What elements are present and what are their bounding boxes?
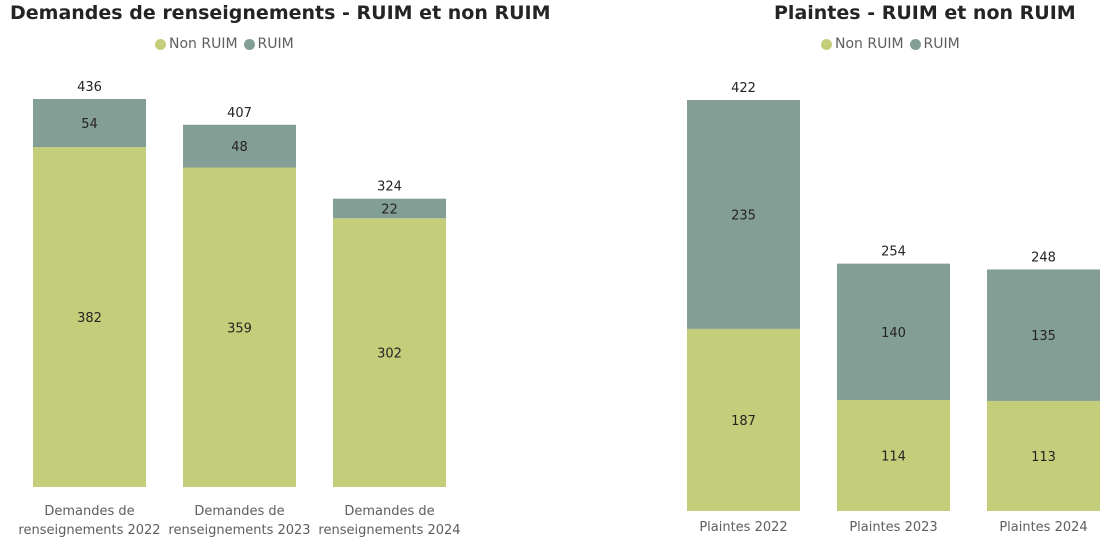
- category-label: Plaintes 2022: [699, 520, 787, 535]
- bar-segment-non-ruim[interactable]: [33, 147, 146, 487]
- bar-segment-non-ruim[interactable]: [837, 399, 950, 511]
- bar-segment-ruim[interactable]: [987, 269, 1100, 401]
- legend-label: Non RUIM: [835, 36, 904, 52]
- category-label: Demandes de: [194, 504, 284, 519]
- legend-label: RUIM: [923, 36, 960, 52]
- legend-plaintes: Non RUIM RUIM: [821, 36, 966, 52]
- data-label: 22: [381, 202, 398, 217]
- category-label: Demandes de: [44, 504, 134, 519]
- category-label: renseignements 2022: [18, 523, 160, 538]
- legend-dot-icon: [909, 38, 921, 50]
- category-label: renseignements 2023: [168, 523, 310, 538]
- bar-segment-non-ruim[interactable]: [333, 218, 446, 487]
- data-label: 359: [227, 321, 252, 336]
- bar-segment-ruim[interactable]: [837, 263, 950, 400]
- total-label: 422: [731, 81, 756, 96]
- data-label: 114: [881, 449, 906, 464]
- legend-label: RUIM: [257, 36, 294, 52]
- total-label: 324: [377, 180, 402, 195]
- total-label: 407: [227, 106, 252, 121]
- category-label: Plaintes 2023: [849, 520, 937, 535]
- data-label: 54: [81, 117, 98, 132]
- legend-item-non-ruim[interactable]: Non RUIM: [155, 36, 238, 52]
- legend-label: Non RUIM: [169, 36, 238, 52]
- data-label: 113: [1031, 450, 1056, 465]
- bar-segment-non-ruim[interactable]: [687, 328, 800, 511]
- bar-segment-ruim[interactable]: [183, 124, 296, 168]
- category-label: renseignements 2024: [318, 523, 460, 538]
- data-label: 382: [77, 311, 102, 326]
- legend-dot-icon: [243, 38, 255, 50]
- legend-item-ruim[interactable]: RUIM: [909, 36, 960, 52]
- data-label: 135: [1031, 329, 1056, 344]
- data-label: 140: [881, 326, 906, 341]
- bar-chart-demandes: 382 54 436 Demandes de renseignements 2022 35…: [18, 80, 460, 538]
- data-label: 187: [731, 414, 756, 429]
- legend-item-non-ruim[interactable]: Non RUIM: [821, 36, 904, 52]
- bar-segment-ruim[interactable]: [333, 198, 446, 219]
- total-label: 254: [881, 245, 906, 260]
- bar-segment-ruim[interactable]: [687, 100, 800, 329]
- data-label: 48: [231, 140, 248, 155]
- bar-chart-plaintes: 187 235 422 Plaintes 2022 114 140 254 Plaintes …: [687, 81, 1100, 535]
- category-label: Demandes de: [344, 504, 434, 519]
- chart-title-demandes: Demandes de renseignements - RUIM et non…: [10, 2, 551, 24]
- total-label: 248: [1031, 250, 1056, 265]
- legend-demandes: Non RUIM RUIM: [155, 36, 300, 52]
- bar-segment-non-ruim[interactable]: [987, 400, 1100, 511]
- bar-segment-ruim[interactable]: [33, 99, 146, 148]
- data-label: 302: [377, 347, 402, 362]
- legend-item-ruim[interactable]: RUIM: [243, 36, 294, 52]
- legend-dot-icon: [155, 38, 166, 50]
- total-label: 436: [77, 80, 102, 95]
- category-label: Plaintes 2024: [999, 520, 1087, 535]
- chart-title-plaintes: Plaintes - RUIM et non RUIM: [774, 2, 1076, 24]
- data-label: 235: [731, 208, 756, 223]
- bar-segment-non-ruim[interactable]: [183, 167, 296, 487]
- legend-dot-icon: [821, 38, 832, 50]
